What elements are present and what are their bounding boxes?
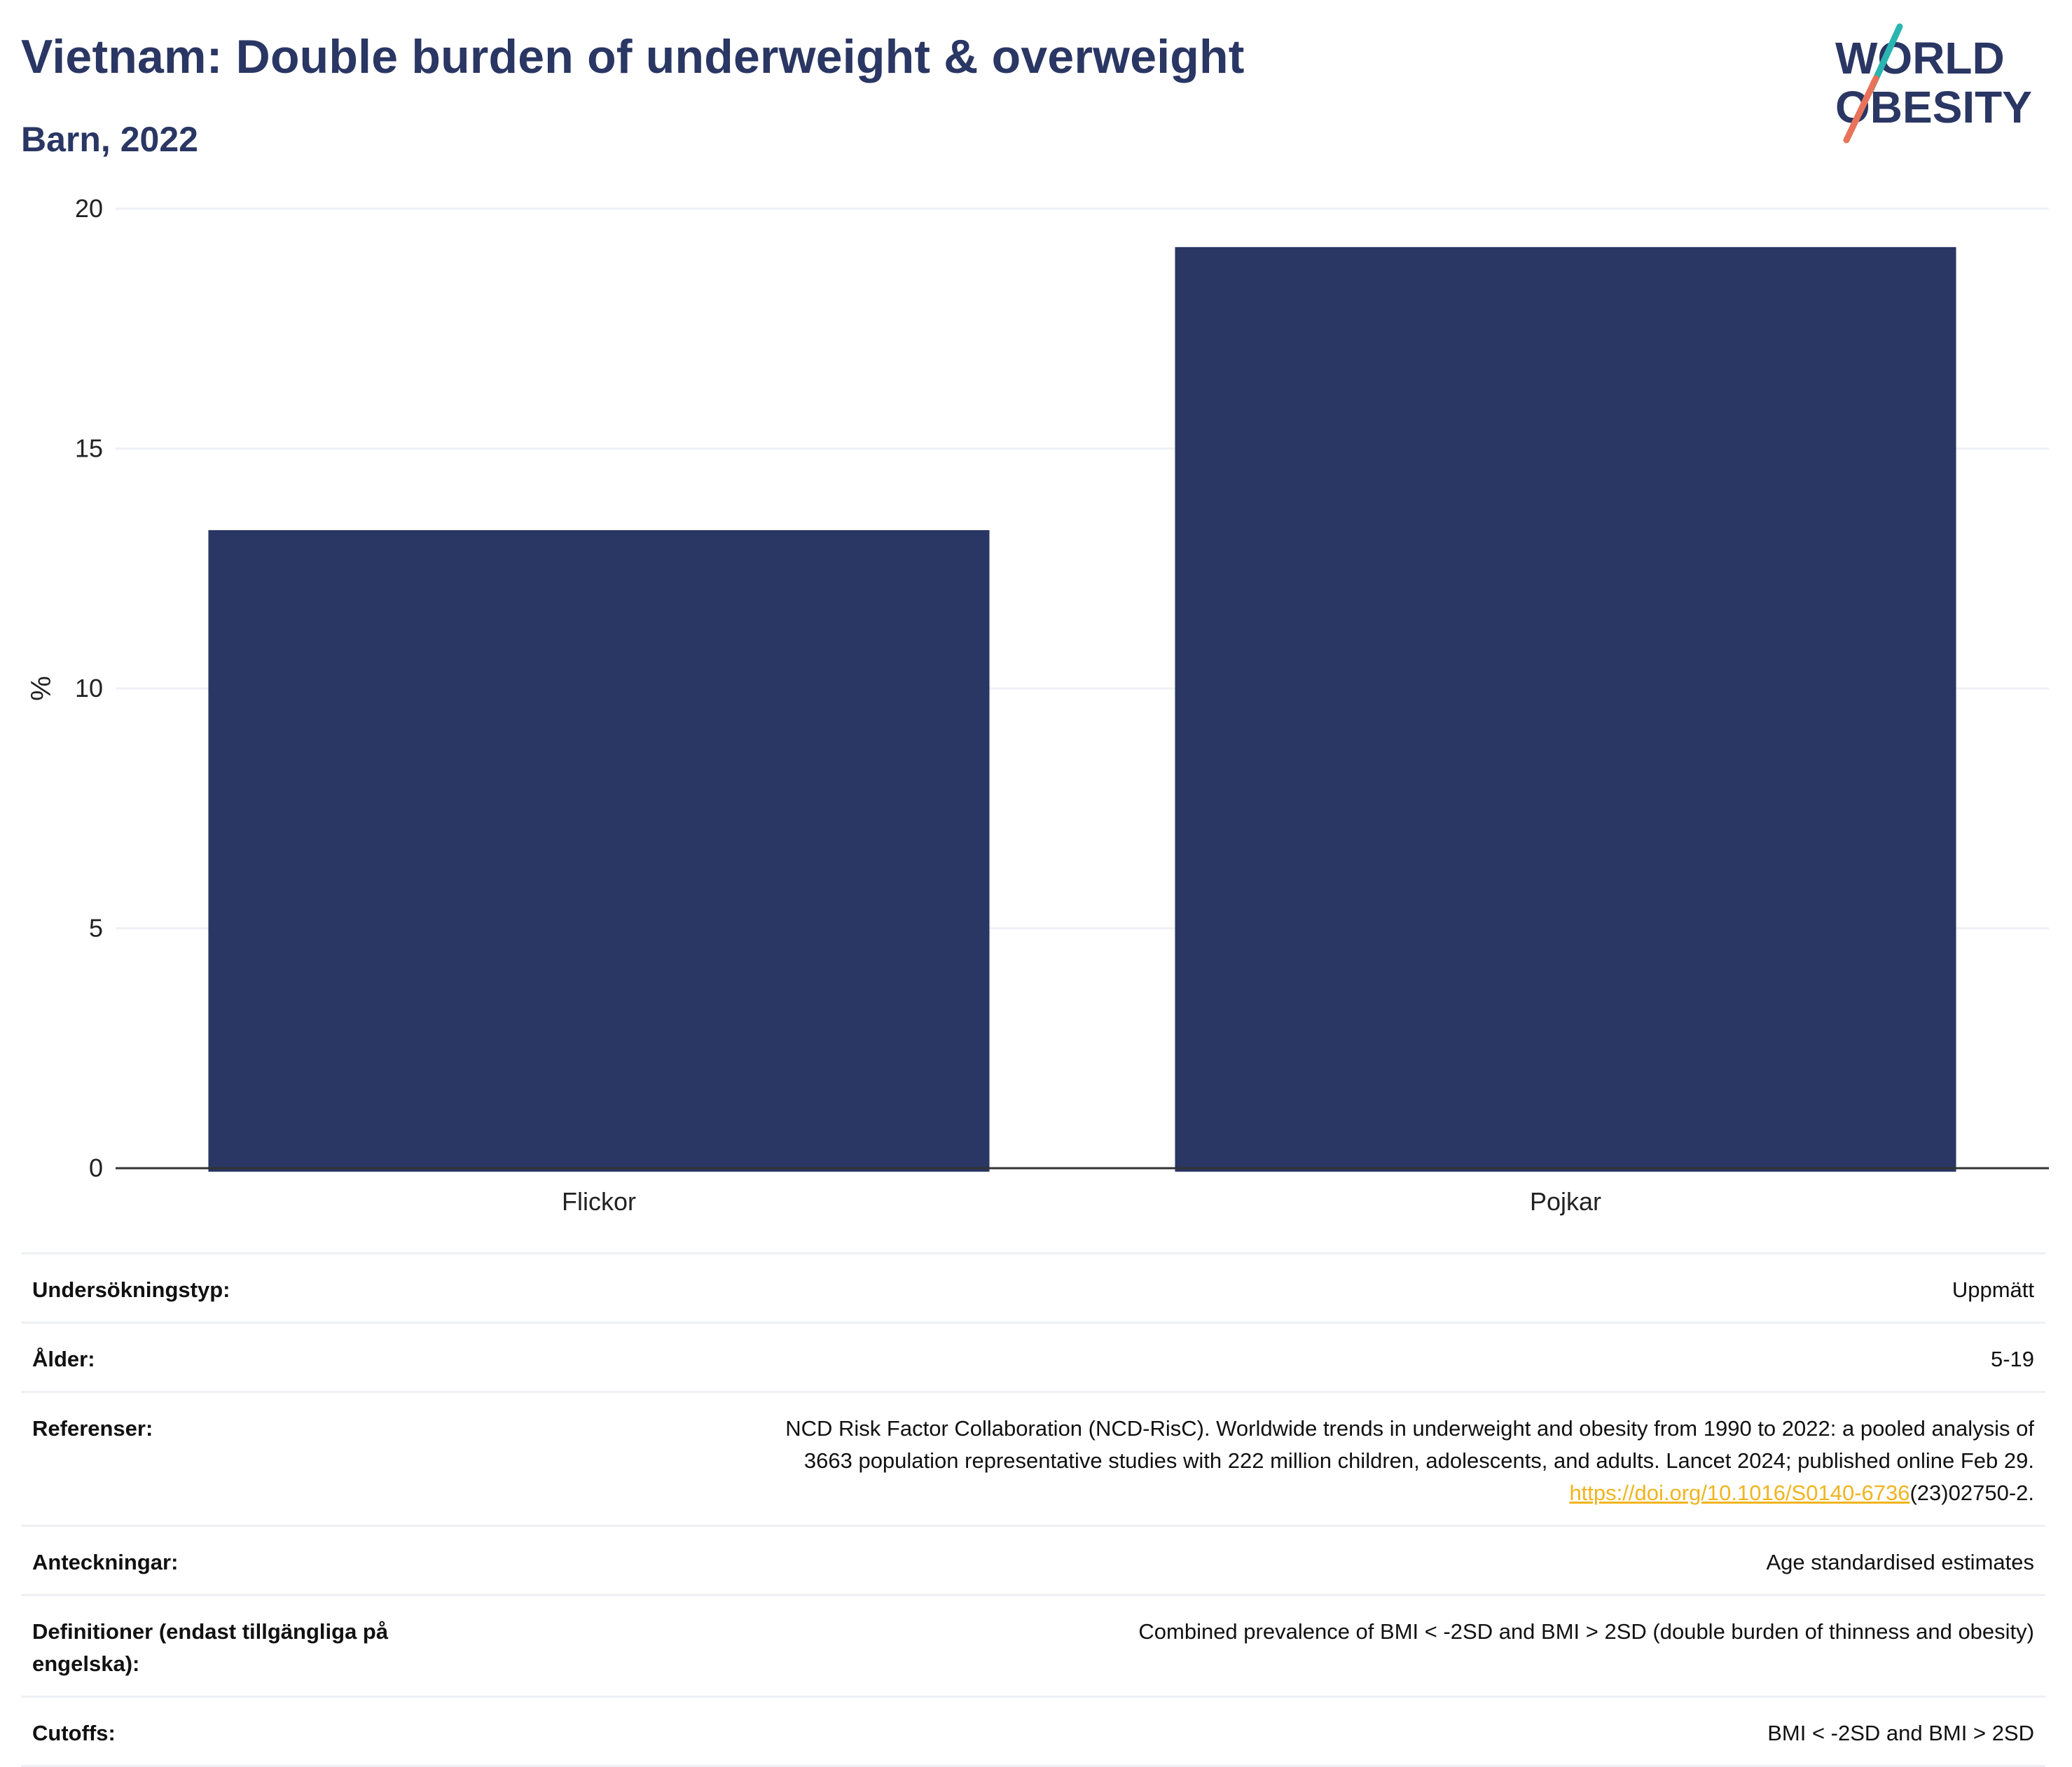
- reference-line: 3663 population representative studies w…: [803, 1448, 2034, 1473]
- bar-flickor: [208, 529, 990, 1172]
- x-tick-label: Flickor: [562, 1187, 636, 1216]
- bar-chart-svg: 0 5 10 15 20 Flickor Pojkar%: [26, 194, 2049, 1216]
- meta-value: 5-19: [1990, 1347, 2034, 1371]
- meta-row-age: Ålder: 5-19: [21, 1324, 2045, 1393]
- logo-line1: WORLD: [1835, 33, 2005, 83]
- reference-line: NCD Risk Factor Collaboration (NCD-RisC)…: [785, 1416, 2034, 1441]
- meta-row-definitions: Definitioner (endast tillgängliga på eng…: [21, 1596, 2045, 1698]
- meta-row-references: Referenser: NCD Risk Factor Collaboratio…: [21, 1393, 2045, 1527]
- meta-key: Referenser:: [32, 1416, 153, 1441]
- meta-key: Ålder:: [32, 1347, 95, 1371]
- meta-key: Anteckningar:: [32, 1550, 179, 1574]
- logo-slash-bottom: [1843, 75, 1879, 144]
- bar-pojkar: [1175, 247, 1956, 1172]
- meta-value: NCD Risk Factor Collaboration (NCD-RisC)…: [481, 1413, 2034, 1509]
- meta-row-notes: Anteckningar: Age standardised estimates: [21, 1527, 2045, 1596]
- meta-value: Uppmätt: [1952, 1277, 2034, 1302]
- meta-value: BMI < -2SD and BMI > 2SD: [1767, 1721, 2034, 1745]
- x-tick-label: Pojkar: [1530, 1187, 1601, 1216]
- meta-row-survey-type: Undersökningstyp: Uppmätt: [21, 1254, 2045, 1324]
- y-tick-label: 5: [89, 914, 103, 943]
- metadata-table: Undersökningstyp: Uppmätt Ålder: 5-19 Re…: [21, 1252, 2045, 1767]
- chart-subtitle: Barn, 2022: [21, 120, 198, 159]
- bar-chart: 0 5 10 15 20 Flickor Pojkar%: [0, 175, 2072, 1226]
- meta-value: Age standardised estimates: [1766, 1550, 2034, 1574]
- doi-link[interactable]: https://doi.org/10.1016/S0140-6736: [1569, 1481, 1910, 1505]
- meta-value: Combined prevalence of BMI < -2SD and BM…: [1138, 1619, 2034, 1644]
- y-axis-title: %: [26, 676, 57, 701]
- y-tick-label: 20: [75, 194, 103, 223]
- meta-row-cutoffs: Cutoffs: BMI < -2SD and BMI > 2SD: [21, 1698, 2045, 1767]
- meta-key: Definitioner (endast tillgängliga på eng…: [32, 1619, 389, 1676]
- meta-key: Undersökningstyp:: [32, 1277, 230, 1302]
- meta-key: Cutoffs:: [32, 1721, 116, 1745]
- y-tick-label: 0: [89, 1153, 103, 1182]
- y-tick-label: 15: [75, 434, 103, 463]
- world-obesity-logo: WORLD OBESITY: [1821, 21, 2059, 147]
- y-tick-label: 10: [75, 674, 103, 702]
- chart-title: Vietnam: Double burden of underweight & …: [21, 30, 1245, 83]
- doi-suffix: (23)02750-2.: [1909, 1481, 2034, 1505]
